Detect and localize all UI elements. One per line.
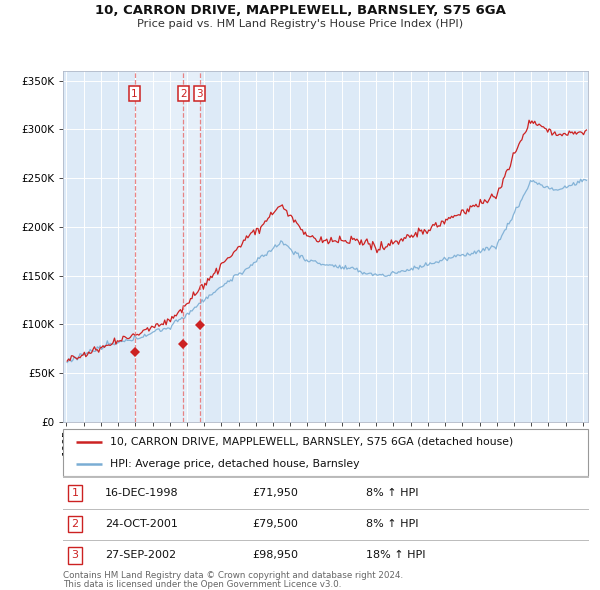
Text: 2: 2 <box>180 88 187 99</box>
Text: 10, CARRON DRIVE, MAPPLEWELL, BARNSLEY, S75 6GA: 10, CARRON DRIVE, MAPPLEWELL, BARNSLEY, … <box>95 4 505 17</box>
Text: 8% ↑ HPI: 8% ↑ HPI <box>366 519 419 529</box>
Text: Contains HM Land Registry data © Crown copyright and database right 2024.: Contains HM Land Registry data © Crown c… <box>63 571 403 580</box>
Text: £98,950: £98,950 <box>252 550 298 560</box>
Text: This data is licensed under the Open Government Licence v3.0.: This data is licensed under the Open Gov… <box>63 580 341 589</box>
Text: 16-DEC-1998: 16-DEC-1998 <box>105 488 179 498</box>
Text: £79,500: £79,500 <box>252 519 298 529</box>
Text: 18% ↑ HPI: 18% ↑ HPI <box>366 550 425 560</box>
Text: £71,950: £71,950 <box>252 488 298 498</box>
Text: Price paid vs. HM Land Registry's House Price Index (HPI): Price paid vs. HM Land Registry's House … <box>137 19 463 29</box>
Text: 24-OCT-2001: 24-OCT-2001 <box>105 519 178 529</box>
FancyBboxPatch shape <box>63 429 588 476</box>
Text: 3: 3 <box>71 550 79 560</box>
Text: 8% ↑ HPI: 8% ↑ HPI <box>366 488 419 498</box>
Text: 10, CARRON DRIVE, MAPPLEWELL, BARNSLEY, S75 6GA (detached house): 10, CARRON DRIVE, MAPPLEWELL, BARNSLEY, … <box>110 437 514 447</box>
Text: 1: 1 <box>71 488 79 498</box>
Bar <box>134 71 200 422</box>
Text: 27-SEP-2002: 27-SEP-2002 <box>105 550 176 560</box>
Text: 3: 3 <box>196 88 203 99</box>
Text: 1: 1 <box>131 88 138 99</box>
Text: HPI: Average price, detached house, Barnsley: HPI: Average price, detached house, Barn… <box>110 460 360 469</box>
Text: 2: 2 <box>71 519 79 529</box>
